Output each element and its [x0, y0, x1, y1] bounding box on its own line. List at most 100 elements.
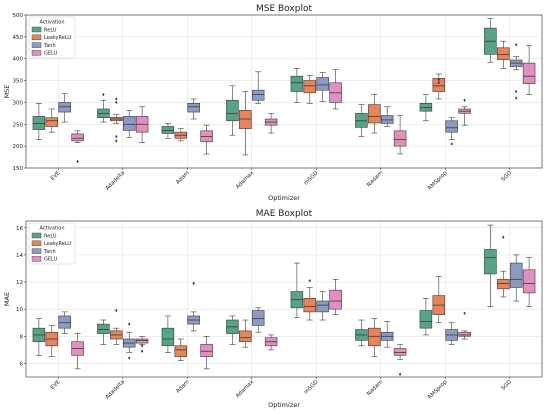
box-relu-adamax	[226, 99, 239, 122]
outlier-point	[115, 97, 118, 101]
box-gelu-sgd	[522, 62, 536, 84]
legend-swatch-relu	[31, 26, 42, 33]
outlier-point	[515, 89, 518, 94]
box-relu-eve	[32, 116, 46, 130]
y-tick-label: 150	[13, 166, 24, 172]
box-tanh-adamax	[251, 89, 265, 101]
legend-label-tanh: Tanh	[43, 249, 56, 255]
box-tanh-adamax	[251, 310, 265, 326]
box-leakyrelu-msgd	[303, 80, 317, 94]
box-gelu-nadam	[393, 348, 407, 356]
x-tick-label: RMSprop	[427, 379, 449, 401]
outlier-point	[128, 356, 131, 360]
outlier-point	[463, 98, 466, 102]
outlier-point	[463, 311, 466, 315]
legend-swatch-tanh	[31, 248, 42, 254]
box-leakyrelu-adamax	[239, 330, 252, 343]
box-gelu-sgd	[522, 269, 536, 294]
box-gelu-adam	[200, 344, 213, 357]
outlier-point	[102, 92, 105, 97]
outlier-point	[437, 81, 440, 85]
y-axis-label: MAE	[3, 292, 11, 306]
x-tick-label: mSGD	[303, 170, 320, 187]
box-tanh-sgd	[509, 262, 523, 288]
legend-label-relu: ReLU	[44, 27, 57, 33]
box-tanh-nadam	[380, 115, 394, 124]
y-tick-label: 250	[13, 122, 24, 128]
box-gelu-adadelta	[135, 338, 149, 344]
box-leakyrelu-adamax	[239, 109, 252, 129]
x-tick-label: SGD	[500, 379, 513, 392]
y-tick-label: 300	[13, 100, 24, 106]
x-tick-label: Adam	[175, 170, 190, 185]
x-tick-label: SGD	[500, 170, 513, 183]
box-leakyrelu-adam	[174, 345, 188, 357]
box-leakyrelu-nadam	[368, 327, 381, 347]
x-tick-label: Adadelta	[105, 379, 127, 401]
x-tick-label: EVE	[50, 170, 62, 182]
outlier-point	[515, 96, 518, 100]
box-tanh-adadelta	[122, 116, 136, 131]
chart-title: MAE Boxplot	[256, 209, 313, 219]
legend-title: Activation	[39, 226, 64, 232]
legend-title: Activation	[39, 20, 64, 26]
legend-label-leakyrelu: LeakyReLU	[44, 35, 71, 41]
box-leakyrelu-sgd	[497, 47, 510, 60]
y-tick-label: 16	[16, 226, 23, 232]
legend-swatch-gelu	[31, 256, 42, 262]
legend-swatch-relu	[31, 232, 42, 239]
legend-label-relu: ReLU	[44, 233, 57, 239]
outlier-point	[115, 308, 118, 313]
outlier-point	[398, 372, 402, 376]
box-relu-sgd	[484, 249, 497, 275]
x-tick-label: Nadam	[366, 379, 384, 397]
plot-frame	[25, 14, 543, 169]
outlier-point	[140, 344, 144, 348]
box-relu-rmsprop	[419, 310, 433, 329]
y-tick-label: 450	[13, 35, 24, 41]
box-tanh-eve	[58, 102, 71, 113]
box-relu-rmsprop	[419, 103, 433, 112]
x-tick-label: Adadelta	[105, 170, 127, 192]
outlier-point	[115, 134, 118, 139]
y-tick-label: 400	[13, 57, 24, 63]
legend-label-tanh: Tanh	[43, 43, 56, 49]
legend-label-gelu: GELU	[44, 51, 58, 57]
outlier-point	[450, 142, 453, 146]
box-gelu-eve	[71, 133, 84, 142]
outlier-point	[128, 322, 131, 326]
box-relu-nadam	[355, 113, 368, 128]
outlier-point	[76, 159, 79, 164]
box-leakyrelu-sgd	[497, 279, 510, 290]
outlier-point	[115, 100, 118, 105]
box-tanh-adam	[187, 103, 200, 113]
chart-panel-2: 6 8 10 12 14 16 EVE Adadelta Adam Adamax mSGD Nadam…	[3, 209, 543, 409]
chart-title: MSE Boxplot	[256, 4, 312, 14]
x-tick-label: RMSprop	[427, 170, 449, 192]
y-tick-label: 8	[20, 334, 24, 340]
x-axis-label: Optimizer	[268, 194, 300, 202]
outlier-point	[192, 281, 195, 285]
y-tick-label: 350	[13, 79, 24, 85]
x-axis-label: Optimizer	[268, 401, 300, 409]
x-tick-label: Adamax	[235, 379, 256, 400]
x-tick-label: Nadam	[366, 170, 384, 188]
box-leakyrelu-msgd	[303, 298, 317, 313]
legend-swatch-gelu	[31, 50, 42, 56]
outlier-point	[115, 139, 118, 143]
outlier-point	[515, 43, 518, 47]
box-gelu-rmsprop	[458, 331, 471, 337]
box-tanh-eve	[58, 315, 71, 329]
chart-panel-1: 150 200 250 300 350 400 450 500 EVE Adadelta Adam A…	[3, 4, 543, 202]
box-tanh-msgd	[316, 77, 329, 91]
outlier-point	[140, 349, 144, 353]
box-tanh-msgd	[316, 300, 329, 313]
y-tick-label: 500	[13, 13, 24, 19]
box-gelu-msgd	[329, 289, 342, 310]
y-tick-label: 200	[13, 144, 24, 150]
box-leakyrelu-nadam	[368, 104, 381, 124]
x-tick-label: Adamax	[235, 170, 256, 191]
box-gelu-nadam	[393, 130, 407, 147]
outlier-point	[502, 235, 505, 239]
